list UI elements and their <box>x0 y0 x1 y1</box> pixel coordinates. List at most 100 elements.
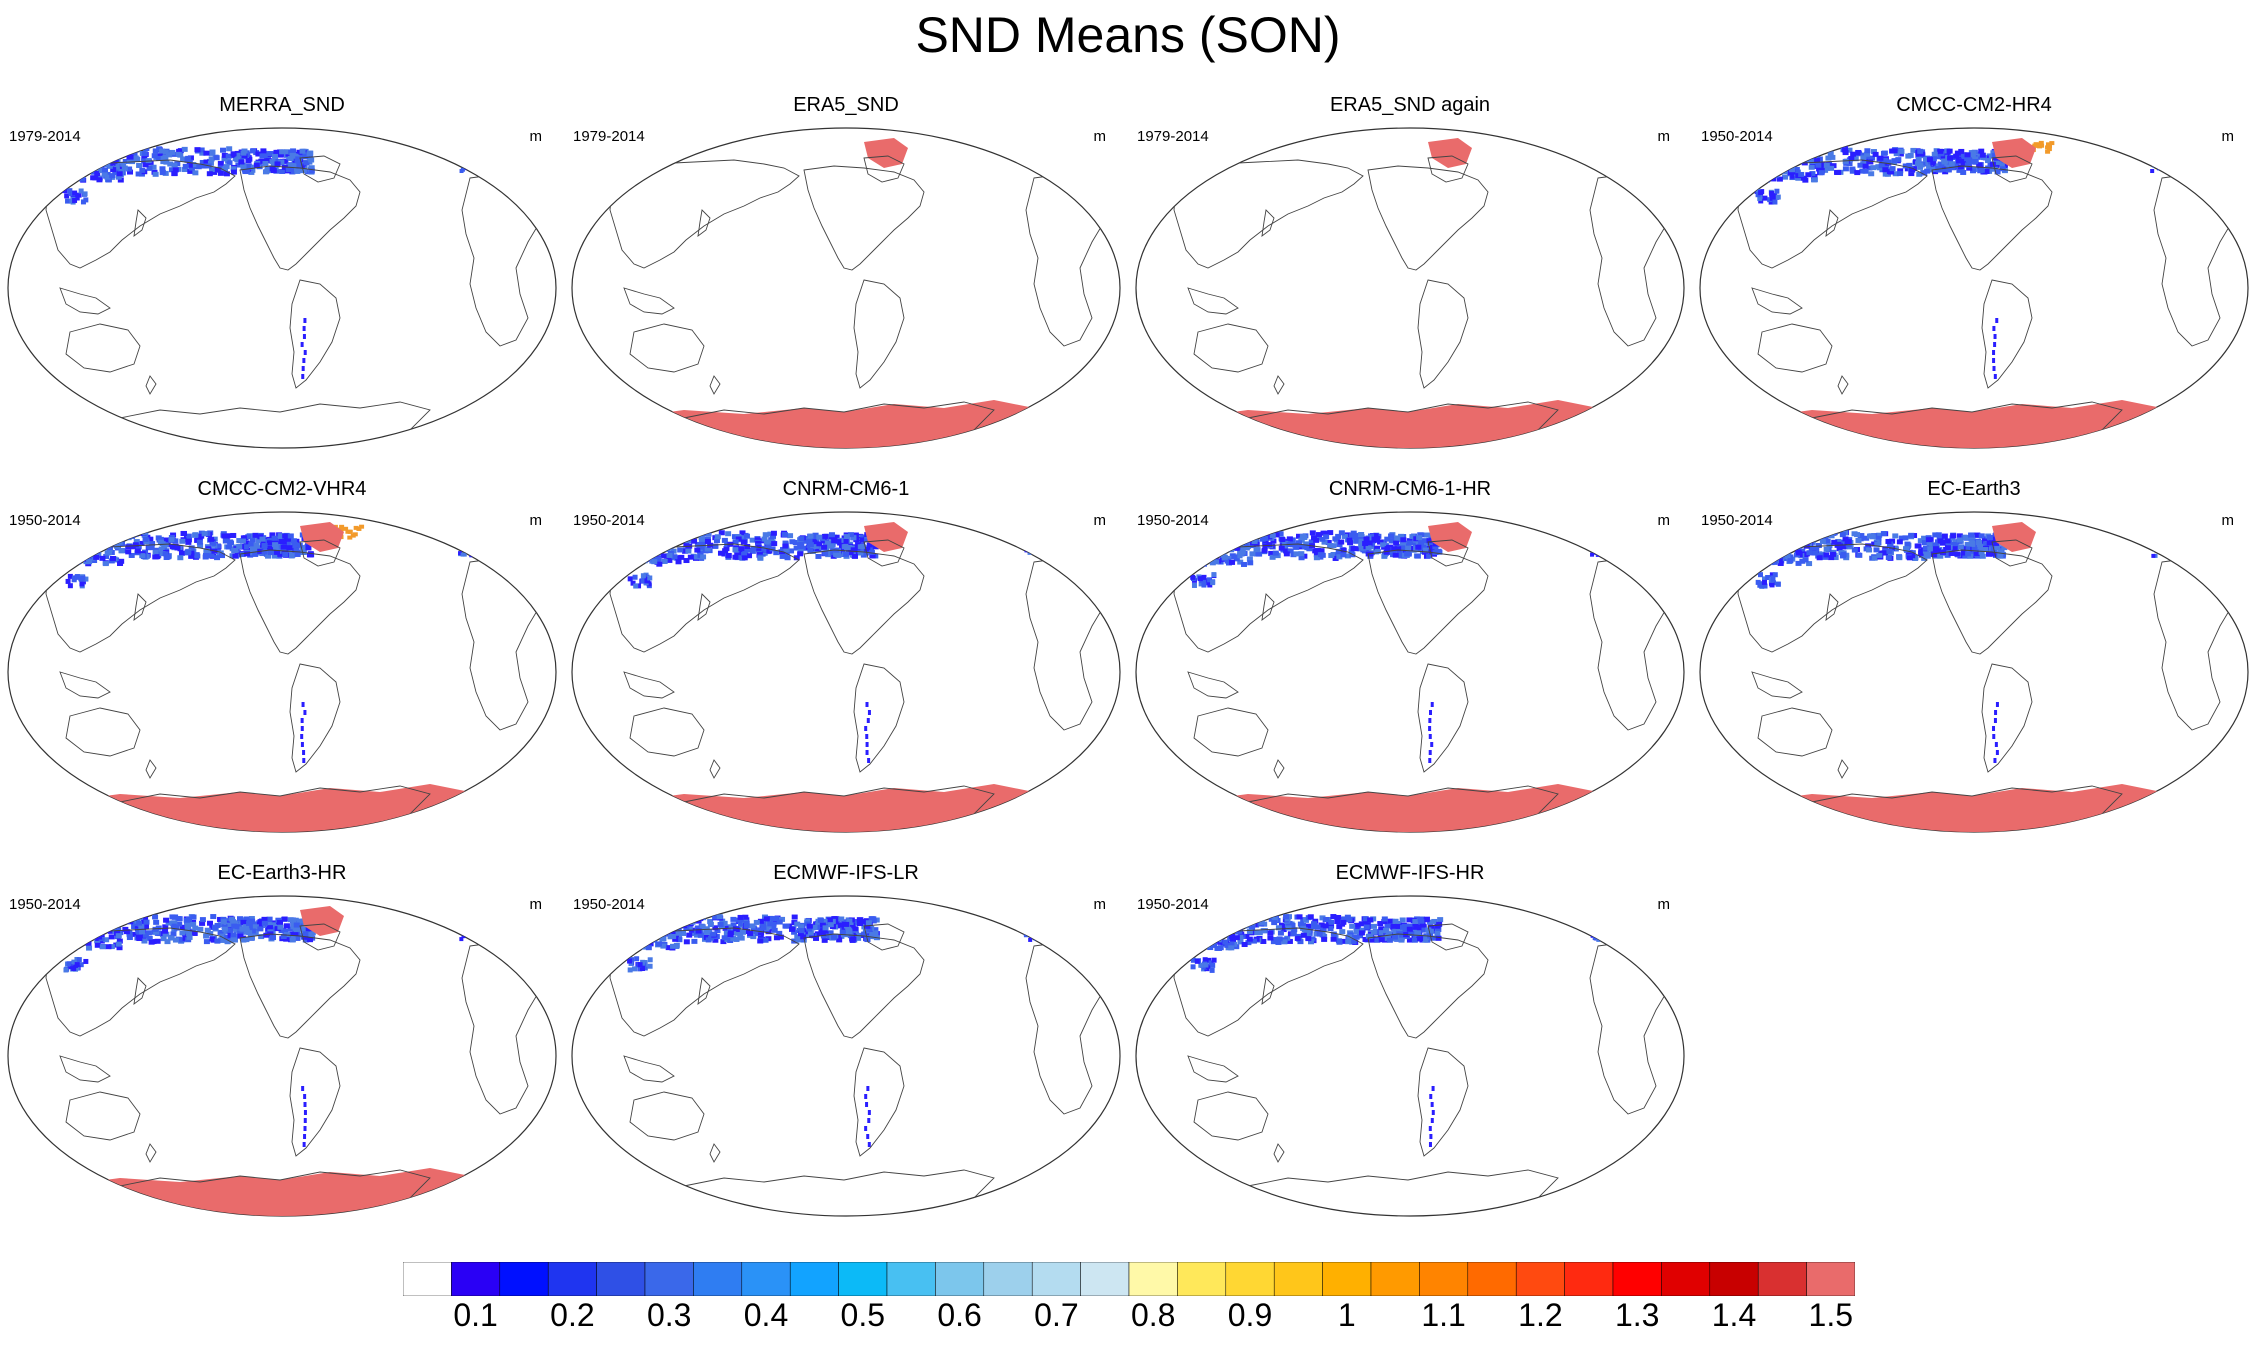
colorbar-tick-label: 0.2 <box>550 1297 595 1333</box>
colorbar-box <box>693 1262 743 1296</box>
coastlines <box>1173 923 1675 1216</box>
colorbar-tick-label: 0.5 <box>840 1297 886 1333</box>
map-panel: MERRA_SND 1979-2014 m <box>0 0 564 449</box>
panel-units: m <box>1093 128 1107 145</box>
colorbar-tick-label: 1 <box>1337 1297 1356 1333</box>
map-boundary <box>7 127 557 449</box>
panel-period: 1950-2014 <box>1137 512 1209 529</box>
panel-units: m <box>529 128 543 145</box>
colorbar-tick-label: 1.4 <box>1711 1297 1757 1333</box>
map-plot <box>1135 127 1685 449</box>
panel-period: 1979-2014 <box>1137 128 1209 145</box>
colorbar-box <box>1273 1262 1323 1296</box>
colorbar-box <box>1612 1262 1662 1296</box>
map-panel: CNRM-CM6-1 1950-2014 m <box>564 384 1128 833</box>
colorbar-box <box>1419 1262 1469 1296</box>
colorbar-box <box>789 1262 839 1296</box>
map-plot <box>571 895 1121 1217</box>
panel-title: ECMWF-IFS-HR <box>1335 862 1485 884</box>
map-plot <box>571 511 1121 833</box>
colorbar-tick-label: 0.9 <box>1227 1297 1273 1333</box>
panel-period: 1950-2014 <box>9 896 81 913</box>
panel-units: m <box>1657 512 1671 529</box>
coastlines <box>45 539 547 832</box>
map-panel: CMCC-CM2-HR4 1950-2014 m <box>1692 0 2256 449</box>
colorbar-box <box>838 1262 888 1296</box>
panel-units: m <box>1093 512 1107 529</box>
panel-units: m <box>1657 128 1671 145</box>
panel-title: CNRM-CM6-1 <box>782 478 910 500</box>
map-plot <box>1135 895 1685 1217</box>
panel-period: 1979-2014 <box>573 128 645 145</box>
map-boundary <box>571 895 1121 1217</box>
panel-title: MERRA_SND <box>219 94 345 116</box>
map-panel: ERA5_SND 1979-2014 m <box>564 0 1128 449</box>
colorbar-box <box>1467 1262 1517 1296</box>
colorbar-tick-label: 1.2 <box>1518 1297 1563 1333</box>
colorbar-box <box>1128 1262 1178 1296</box>
colorbar-tick-label: 0.6 <box>937 1297 982 1333</box>
colorbar-tick-label: 1.3 <box>1614 1297 1660 1333</box>
panel-period: 1950-2014 <box>573 896 645 913</box>
colorbar-box <box>644 1262 694 1296</box>
colorbar-tick-label: 0.3 <box>646 1297 692 1333</box>
panel-units: m <box>1093 896 1107 913</box>
colorbar-box <box>1806 1262 1855 1296</box>
colorbar-box <box>1757 1262 1807 1296</box>
panel-title: EC-Earth3-HR <box>217 862 347 884</box>
coastlines <box>1737 155 2239 448</box>
map-plot <box>571 127 1121 449</box>
colorbar-box <box>1709 1262 1759 1296</box>
panel-period: 1950-2014 <box>1701 512 1773 529</box>
map-plot <box>1699 127 2249 449</box>
colorbar-box <box>1225 1262 1275 1296</box>
map-panel: ERA5_SND again 1979-2014 m <box>1128 0 1692 449</box>
colorbar-tick-label: 1.5 <box>1808 1297 1854 1333</box>
panel-title: EC-Earth3 <box>1927 478 2021 500</box>
map-panel: EC-Earth3 1950-2014 m <box>1692 384 2256 833</box>
panel-title: ECMWF-IFS-LR <box>773 862 919 884</box>
panel-title: CMCC-CM2-VHR4 <box>197 478 367 500</box>
colorbar-tick-label: 0.7 <box>1034 1297 1079 1333</box>
colorbar-box <box>1080 1262 1130 1296</box>
panel-period: 1950-2014 <box>1701 128 1773 145</box>
colorbar-box <box>1661 1262 1711 1296</box>
colorbar-tick-label: 0.4 <box>743 1297 789 1333</box>
colorbar-box <box>451 1262 501 1296</box>
map-panel: ECMWF-IFS-HR 1950-2014 m <box>1128 768 1692 1217</box>
colorbar-box <box>1031 1262 1081 1296</box>
map-panel: CMCC-CM2-VHR4 1950-2014 m <box>0 384 564 833</box>
colorbar <box>403 1262 1855 1296</box>
map-plot <box>1135 511 1685 833</box>
panel-title: CMCC-CM2-HR4 <box>1896 94 2052 116</box>
colorbar-box <box>1515 1262 1565 1296</box>
panel-title: ERA5_SND again <box>1329 94 1491 116</box>
panel-period: 1979-2014 <box>9 128 81 145</box>
colorbar-box <box>1177 1262 1227 1296</box>
colorbar-box <box>1564 1262 1614 1296</box>
map-boundary <box>1135 895 1685 1217</box>
colorbar-box <box>547 1262 597 1296</box>
map-plot <box>7 127 557 449</box>
colorbar-box <box>886 1262 936 1296</box>
colorbar-tick-label: 0.1 <box>453 1297 498 1333</box>
colorbar-box <box>983 1262 1033 1296</box>
colorbar-labels: 0.1 0.2 0.3 0.4 0.5 0.6 0.7 0.8 0.9 1 1.1 1.2 1.3 1.4… <box>0 1297 2256 1347</box>
colorbar-box <box>499 1262 549 1296</box>
colorbar-box <box>741 1262 791 1296</box>
colorbar-box <box>1370 1262 1420 1296</box>
map-plot <box>7 511 557 833</box>
panel-period: 1950-2014 <box>9 512 81 529</box>
map-plot <box>7 895 557 1217</box>
panel-units: m <box>2221 128 2235 145</box>
colorbar-box <box>596 1262 646 1296</box>
panel-period: 1950-2014 <box>573 512 645 529</box>
colorbar-tick-label: 1.1 <box>1421 1297 1466 1333</box>
snow-cover-field <box>1752 530 2168 763</box>
colorbar-box <box>1322 1262 1372 1296</box>
panel-title: CNRM-CM6-1-HR <box>1328 478 1492 500</box>
map-panel: EC-Earth3-HR 1950-2014 m <box>0 768 564 1217</box>
figure-title: SND Means (SON) <box>915 8 1341 64</box>
colorbar-box <box>935 1262 985 1296</box>
